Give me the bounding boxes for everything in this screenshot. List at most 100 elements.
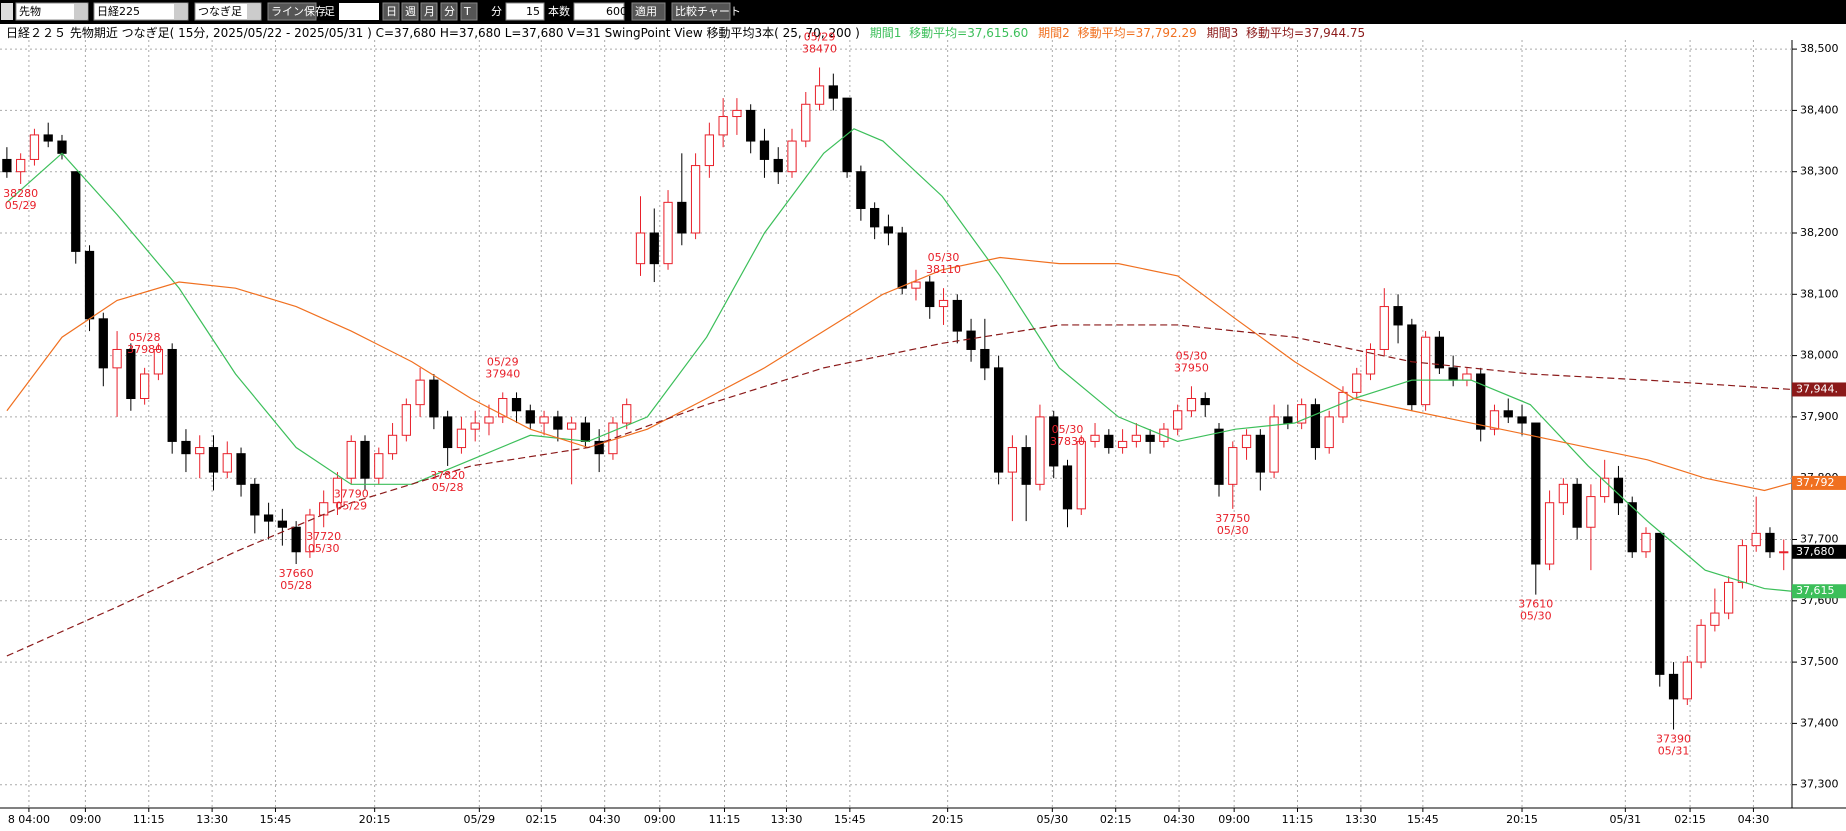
toolbar-text[interactable]: 600	[606, 5, 627, 18]
candle-body	[1145, 434, 1155, 442]
dropdown[interactable]	[194, 2, 262, 21]
x-tick-label: 13:30	[1345, 813, 1377, 826]
candle-body	[746, 109, 756, 142]
candle-body	[1531, 422, 1541, 565]
swing-label: 38110	[926, 263, 961, 276]
candle-body	[57, 140, 67, 154]
toolbar-text[interactable]: ライン保存	[271, 4, 326, 18]
toolbar-button[interactable]	[631, 2, 666, 21]
toolbar-text[interactable]: つなぎ足	[198, 4, 242, 18]
x-tick-label: 15:45	[260, 813, 292, 826]
toolbar-button[interactable]	[267, 2, 317, 21]
toolbar-button[interactable]	[401, 2, 419, 21]
dropdown[interactable]	[93, 2, 189, 21]
candle-body	[828, 85, 838, 99]
candle-body	[773, 158, 783, 173]
swing-label: 05/28	[280, 579, 312, 592]
candle-body	[1035, 416, 1045, 485]
menu-button[interactable]	[1, 3, 13, 20]
candle-body	[305, 514, 315, 553]
candle-body	[801, 103, 811, 142]
toolbar-text[interactable]: 適用	[635, 4, 657, 18]
swing-label: 37830	[1050, 435, 1085, 448]
swing-label: 05/29	[5, 199, 37, 212]
candle-body	[484, 416, 494, 424]
candle-body	[870, 207, 880, 228]
toolbar-text[interactable]: 先物	[19, 4, 41, 18]
candle-body	[1269, 416, 1279, 473]
candle-body	[29, 134, 40, 160]
y-tick-label: 38,400	[1800, 103, 1839, 116]
toolbar-text[interactable]: T	[463, 5, 471, 18]
input-box[interactable]	[505, 2, 545, 21]
candle-body	[1214, 428, 1224, 485]
toolbar-text[interactable]: 週	[405, 5, 416, 18]
dropdown[interactable]	[15, 2, 89, 21]
candle-body	[856, 171, 866, 209]
candle-body	[1352, 373, 1362, 393]
swing-label: 37820	[430, 469, 465, 482]
candle-body	[1117, 440, 1128, 449]
toolbar-button[interactable]	[382, 2, 400, 21]
input-box[interactable]	[339, 3, 379, 20]
toolbar-text[interactable]: 日経225	[97, 5, 140, 18]
swing-label: 38470	[802, 42, 837, 55]
candle-body	[539, 416, 549, 424]
candle-body	[1627, 502, 1637, 553]
x-tick-label: 05/30	[1036, 813, 1068, 826]
toolbar-button[interactable]	[420, 2, 438, 21]
y-tick-label: 38,000	[1800, 349, 1839, 362]
candle-body	[1021, 447, 1031, 485]
x-tick-label: 09:00	[644, 813, 676, 826]
candle-body	[43, 134, 53, 142]
candle-body	[1049, 416, 1059, 467]
candle-body	[594, 440, 604, 455]
info-text: 日経２２５ 先物期近 つなぎ足( 15分, 2025/05/22 - 2025/…	[6, 26, 860, 40]
x-tick-label: 11:15	[709, 813, 741, 826]
candle-body	[277, 520, 287, 528]
toolbar-text[interactable]: 15	[526, 5, 540, 18]
y-tick-label: 38,500	[1800, 42, 1839, 55]
y-tick-label: 37,700	[1800, 533, 1839, 546]
candle-body	[374, 453, 384, 479]
candle-body	[1420, 336, 1431, 406]
toolbar-text[interactable]: 分	[444, 5, 455, 18]
candle-body	[732, 109, 742, 118]
x-tick-label: 20:15	[359, 813, 391, 826]
candle-body	[1076, 440, 1086, 510]
candle-body	[1434, 336, 1445, 369]
toolbar-text[interactable]: 日	[386, 5, 397, 18]
candle-body	[71, 171, 81, 252]
candle-body	[1655, 532, 1665, 675]
price-tag-label: 37,615	[1796, 584, 1835, 597]
swing-label: 37950	[1174, 361, 1209, 374]
candle-body	[1517, 416, 1527, 424]
toolbar-text[interactable]: 比較チャート	[675, 4, 741, 18]
toolbar-button[interactable]	[460, 2, 478, 21]
toolbar-button[interactable]	[671, 2, 731, 21]
candle-body	[759, 140, 770, 160]
candle-body	[291, 526, 301, 553]
candle-body	[319, 502, 329, 516]
candle-body	[2, 158, 12, 173]
price-tag	[1792, 382, 1846, 397]
candle-body	[1186, 398, 1197, 412]
toolbar-text[interactable]: 月	[424, 5, 435, 18]
y-tick-label: 37,300	[1800, 778, 1839, 791]
swing-label: 05/28	[432, 481, 464, 494]
dropdown-arrow[interactable]	[74, 4, 87, 19]
candle-body	[1228, 447, 1238, 485]
swing-label: 05/29	[804, 30, 836, 43]
dropdown-arrow[interactable]	[247, 4, 260, 19]
swing-label: 05/30	[1052, 423, 1084, 436]
candle-body	[1283, 416, 1293, 424]
input-box[interactable]	[573, 2, 625, 21]
toolbar-button[interactable]	[440, 2, 458, 21]
candle-body	[195, 447, 205, 455]
candle-body	[1710, 612, 1720, 626]
swing-label: 05/31	[1658, 745, 1690, 758]
toolbar-label: 足	[324, 5, 335, 18]
candle-body	[1503, 410, 1513, 418]
swing-label: 05/30	[1176, 349, 1208, 362]
dropdown-arrow[interactable]	[174, 4, 187, 19]
